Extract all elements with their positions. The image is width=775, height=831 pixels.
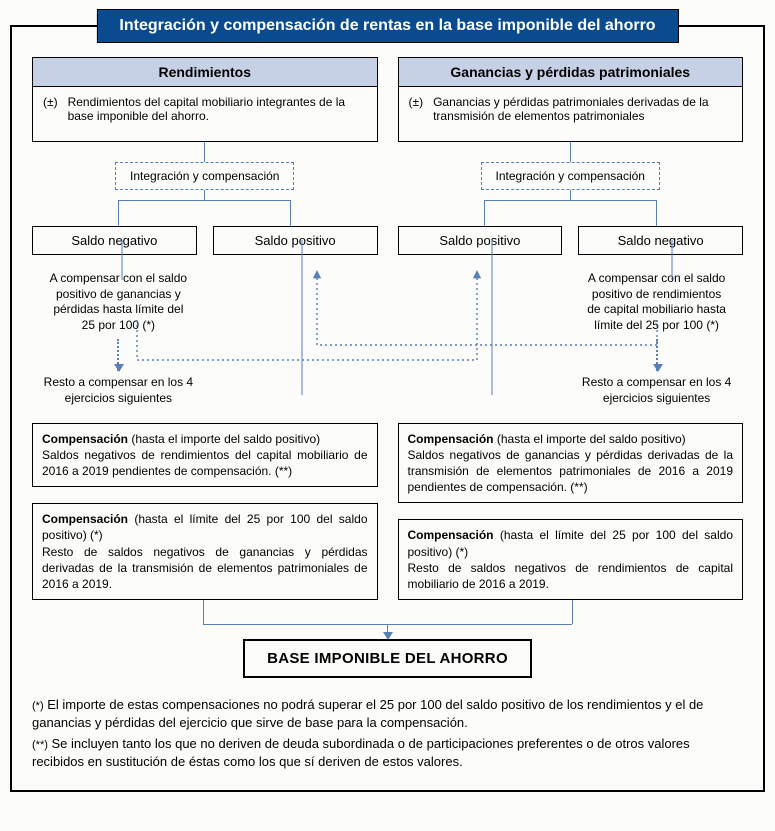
columns-wrapper: Rendimientos (±) Rendimientos del capita… — [32, 57, 743, 600]
title-banner: Integración y compensación de rentas en … — [96, 9, 678, 43]
right-header-body-row: (±) Ganancias y pérdidas patrimoniales d… — [399, 87, 743, 141]
comp-lead: Compensación — [42, 432, 128, 446]
right-column: Ganancias y pérdidas patrimoniales (±) G… — [398, 57, 744, 600]
left-saldo-negativo: Saldo negativo — [32, 226, 197, 255]
comp-lead: Compensación — [408, 528, 494, 542]
left-header-body: Rendimientos del capital mobiliario inte… — [68, 95, 367, 123]
right-comp-box-1: Compensación (hasta el importe del saldo… — [398, 423, 744, 504]
right-header-body: Ganancias y pérdidas patrimoniales deriv… — [433, 95, 732, 123]
comp-body: Saldos negativos de rendimientos del cap… — [42, 448, 368, 478]
left-resto-text: Resto a compensar en los 4 ejercicios si… — [41, 375, 196, 406]
left-mid-right — [205, 271, 378, 407]
footnote-1: (*) El importe de estas compensaciones n… — [32, 696, 743, 731]
left-comp-box-2: Compensación (hasta el límite del 25 por… — [32, 503, 378, 600]
left-header-symbol: (±) — [43, 95, 58, 123]
final-arrow-down-icon — [387, 625, 388, 639]
dashed-arrow-down-icon — [656, 339, 658, 371]
comp-lead: Compensación — [42, 512, 128, 526]
left-header-box: Rendimientos (±) Rendimientos del capita… — [32, 57, 378, 142]
diagram-frame: Integración y compensación de rentas en … — [10, 25, 765, 792]
connector-line — [204, 190, 205, 200]
connector-line — [204, 142, 205, 162]
right-resto-text: Resto a compensar en los 4 ejercicios si… — [579, 375, 734, 406]
right-header-symbol: (±) — [409, 95, 424, 123]
right-header-box: Ganancias y pérdidas patrimoniales (±) G… — [398, 57, 744, 142]
left-header-title: Rendimientos — [33, 58, 377, 87]
left-header-body-row: (±) Rendimientos del capital mobiliario … — [33, 87, 377, 141]
footnote-2-mark: (**) — [32, 739, 48, 751]
comp-lead: Compensación — [408, 432, 494, 446]
footnote-1-text: El importe de estas compensaciones no po… — [32, 697, 703, 730]
final-result-box: BASE IMPONIBLE DEL AHORRO — [243, 639, 532, 678]
left-column: Rendimientos (±) Rendimientos del capita… — [32, 57, 378, 600]
comp-cond: (hasta el importe del saldo positivo) — [131, 432, 320, 446]
right-mid-right: A compensar con el saldo positivo de ren… — [570, 271, 743, 407]
left-saldo-positivo: Saldo positivo — [213, 226, 378, 255]
right-saldo-positivo: Saldo positivo — [398, 226, 563, 255]
left-mid-row: A compensar con el saldo positivo de gan… — [32, 271, 378, 407]
footnote-2-text: Se incluyen tanto los que no deriven de … — [32, 736, 690, 769]
dashed-arrow-down-icon — [117, 339, 119, 371]
connector-line — [570, 142, 571, 162]
right-mid-left — [398, 271, 571, 407]
left-compensate-text: A compensar con el saldo positivo de gan… — [48, 271, 190, 333]
right-header-title: Ganancias y pérdidas patrimoniales — [399, 58, 743, 87]
footnotes: (*) El importe de estas compensaciones n… — [32, 696, 743, 771]
right-saldo-row: Saldo positivo Saldo negativo — [398, 226, 744, 255]
comp-body: Resto de saldos negativos de rendimiento… — [408, 561, 734, 591]
comp-body: Resto de saldos negativos de ganancias y… — [42, 545, 368, 591]
footnote-2: (**) Se incluyen tanto los que no derive… — [32, 735, 743, 770]
right-split — [398, 200, 744, 226]
footnote-1-mark: (*) — [32, 700, 44, 712]
comp-cond: (hasta el importe del saldo positivo) — [497, 432, 686, 446]
left-mid-left: A compensar con el saldo positivo de gan… — [32, 271, 205, 407]
left-integration-box: Integración y compensación — [115, 162, 294, 190]
left-split — [32, 200, 378, 226]
left-saldo-row: Saldo negativo Saldo positivo — [32, 226, 378, 255]
right-integration-box: Integración y compensación — [481, 162, 660, 190]
right-comp-box-2: Compensación (hasta el límite del 25 por… — [398, 519, 744, 600]
comp-body: Saldos negativos de ganancias y pérdidas… — [408, 448, 734, 494]
right-saldo-negativo: Saldo negativo — [578, 226, 743, 255]
right-mid-row: A compensar con el saldo positivo de ren… — [398, 271, 744, 407]
final-connector — [32, 600, 743, 624]
right-compensate-text: A compensar con el saldo positivo de ren… — [586, 271, 728, 333]
connector-line — [570, 190, 571, 200]
left-comp-box-1: Compensación (hasta el importe del saldo… — [32, 423, 378, 488]
